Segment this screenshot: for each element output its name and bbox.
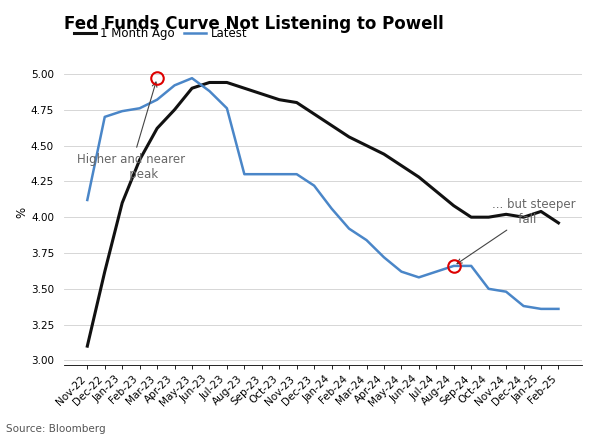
Text: Fed Funds Curve Not Listening to Powell: Fed Funds Curve Not Listening to Powell: [64, 15, 443, 33]
Text: ... but steeper
       fall: ... but steeper fall: [457, 198, 576, 264]
Legend: 1 Month Ago, Latest: 1 Month Ago, Latest: [70, 23, 252, 45]
Text: Source: Bloomberg: Source: Bloomberg: [6, 424, 106, 434]
Y-axis label: %: %: [15, 207, 28, 218]
Text: Higher and nearer
       peak: Higher and nearer peak: [77, 82, 185, 181]
